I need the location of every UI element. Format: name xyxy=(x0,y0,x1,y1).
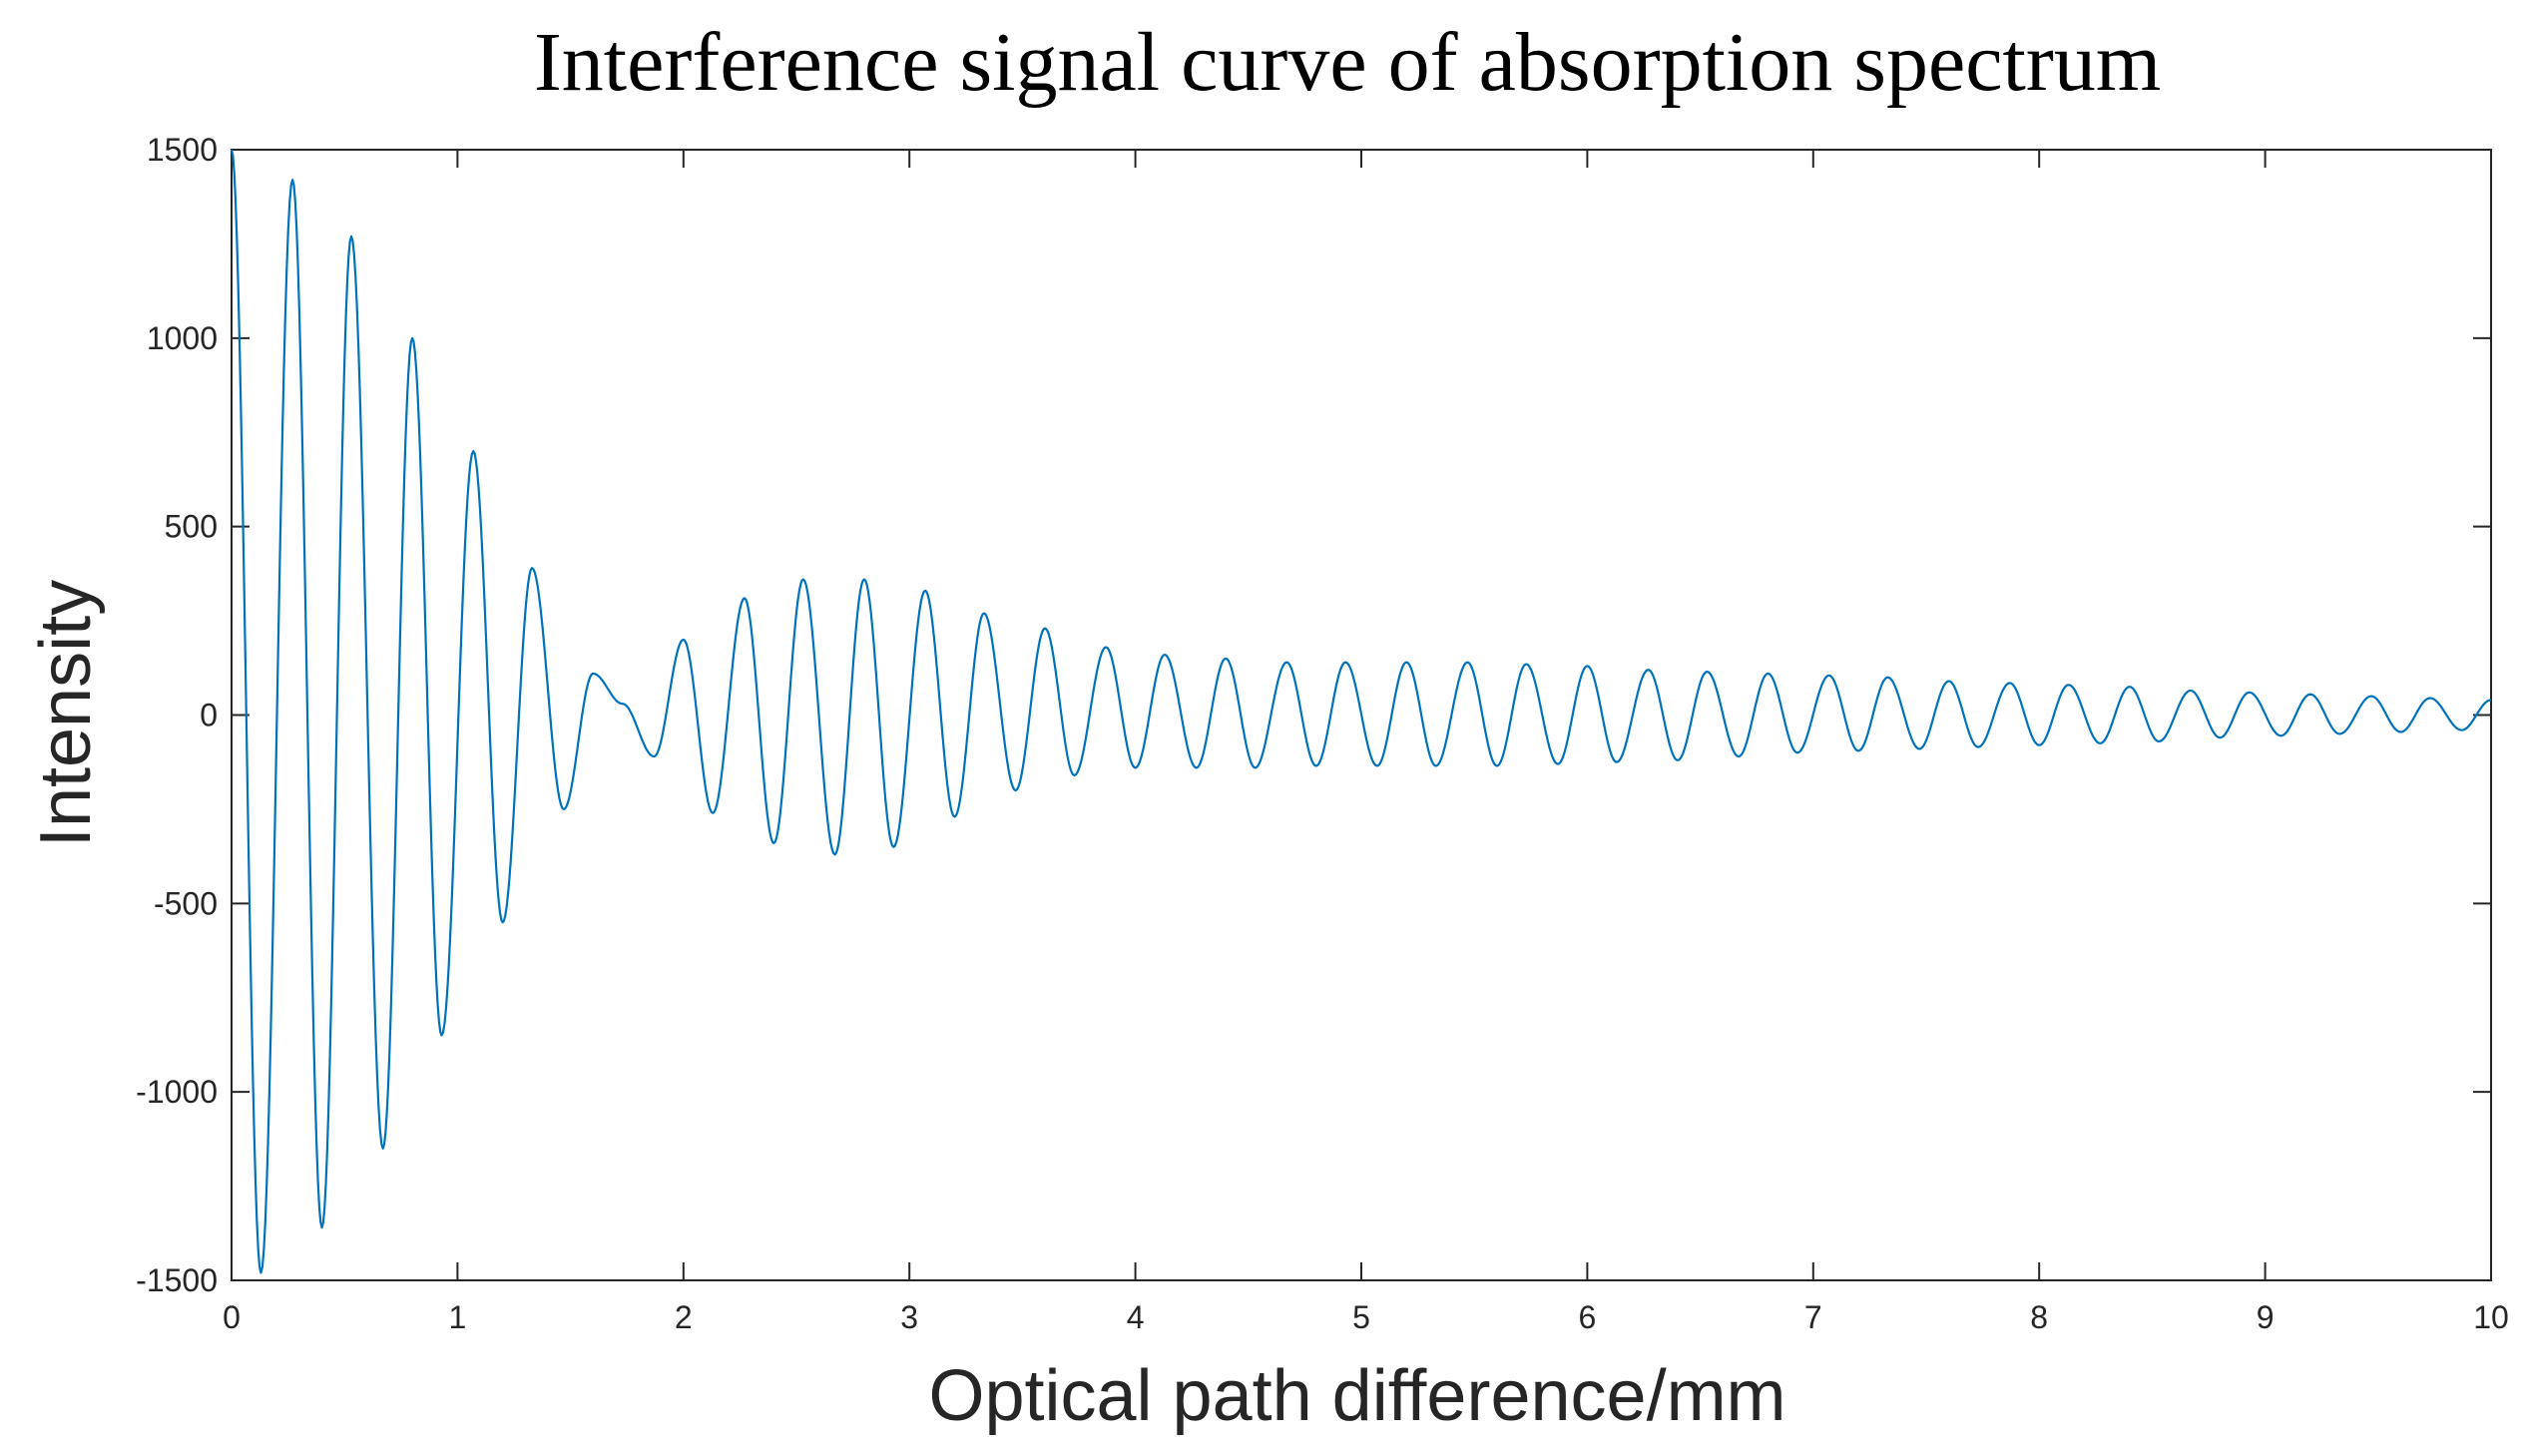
y-tick-label: 1500 xyxy=(147,132,218,168)
x-axis-label: Optical path difference/mm xyxy=(928,1356,1785,1436)
x-tick-label: 5 xyxy=(1352,1299,1370,1335)
x-axis-ticks: 0 1 2 3 4 5 6 7 8 9 10 xyxy=(223,150,2509,1335)
x-tick-label: 0 xyxy=(223,1299,241,1335)
y-tick-label: -1500 xyxy=(136,1262,218,1298)
x-tick-label: 6 xyxy=(1579,1299,1597,1335)
series-line-interference-signal xyxy=(230,149,2492,1274)
x-tick-label: 2 xyxy=(675,1299,693,1335)
x-tick-label: 8 xyxy=(2030,1299,2048,1335)
x-tick-label: 9 xyxy=(2257,1299,2275,1335)
y-axis-ticks: -1500 -1000 -500 0 500 1000 1500 xyxy=(136,132,2491,1298)
y-tick-label: -1000 xyxy=(136,1074,218,1110)
y-tick-label: 500 xyxy=(165,509,218,545)
x-tick-label: 3 xyxy=(900,1299,918,1335)
chart-title: Interference signal curve of absorption … xyxy=(534,16,2161,109)
x-tick-label: 7 xyxy=(1804,1299,1822,1335)
x-tick-label: 1 xyxy=(449,1299,467,1335)
x-tick-label: 10 xyxy=(2473,1299,2509,1335)
y-tick-label: 0 xyxy=(200,698,218,733)
y-axis-label: Intensity xyxy=(26,580,106,847)
y-tick-label: -500 xyxy=(154,885,218,921)
y-tick-label: 1000 xyxy=(147,320,218,356)
x-tick-label: 4 xyxy=(1127,1299,1145,1335)
plot-area: 0 1 2 3 4 5 6 7 8 9 10 -1500 -1000 -500 0 500 1000 1500 xyxy=(136,132,2509,1335)
